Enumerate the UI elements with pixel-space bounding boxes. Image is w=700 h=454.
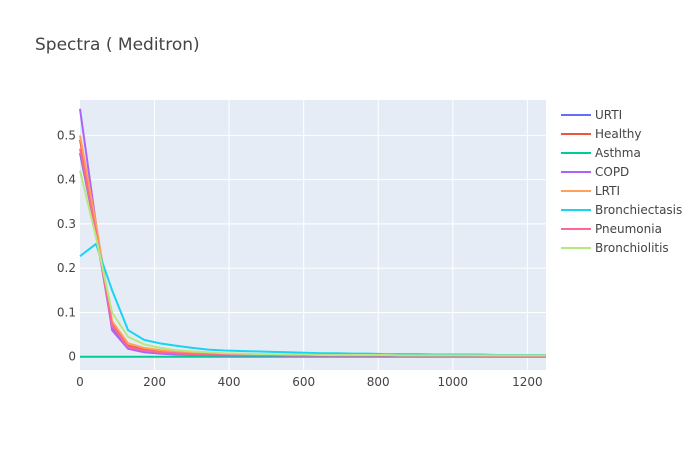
- legend-item-bronchiectasis[interactable]: Bronchiectasis: [561, 203, 682, 217]
- y-tick-label-0: 0: [68, 350, 76, 364]
- legend-label[interactable]: URTI: [595, 108, 622, 122]
- y-tick-label-3: 0.3: [57, 217, 76, 231]
- y-tick-label-1: 0.1: [57, 305, 76, 319]
- legend-label[interactable]: Asthma: [595, 146, 641, 160]
- legend-item-urti[interactable]: URTI: [561, 108, 622, 122]
- x-tick-label-4: 800: [367, 375, 390, 389]
- y-tick-label-4: 0.4: [57, 173, 76, 187]
- x-tick-label-2: 400: [218, 375, 241, 389]
- legend-item-copd[interactable]: COPD: [561, 165, 629, 179]
- chart-title: Spectra ( Meditron): [35, 35, 200, 55]
- x-tick-label-1: 200: [143, 375, 166, 389]
- legend[interactable]: URTI Healthy Asthma COPD LRTI Bronchiectasis P…: [561, 108, 682, 255]
- legend-label[interactable]: Healthy: [595, 127, 642, 141]
- legend-label[interactable]: COPD: [595, 165, 629, 179]
- y-axis: 0 0.1 0.2 0.3 0.4 0.5: [57, 128, 76, 363]
- x-tick-label-3: 600: [292, 375, 315, 389]
- y-tick-label-5: 0.5: [57, 128, 76, 142]
- x-tick-label-5: 1000: [438, 375, 469, 389]
- y-tick-label-2: 0.2: [57, 261, 76, 275]
- legend-label[interactable]: Bronchiectasis: [595, 203, 682, 217]
- legend-label[interactable]: Bronchiolitis: [595, 241, 669, 255]
- x-axis: 0 200 400 600 800 1000 1200: [76, 375, 542, 389]
- legend-item-pneumonia[interactable]: Pneumonia: [561, 222, 662, 236]
- x-tick-label-6: 1200: [512, 375, 543, 389]
- legend-label[interactable]: Pneumonia: [595, 222, 662, 236]
- x-tick-label-0: 0: [76, 375, 84, 389]
- plot-background: [80, 100, 546, 370]
- legend-item-asthma[interactable]: Asthma: [561, 146, 641, 160]
- legend-label[interactable]: LRTI: [595, 184, 620, 198]
- grid-lines: [80, 100, 546, 370]
- legend-item-lrti[interactable]: LRTI: [561, 184, 620, 198]
- legend-item-healthy[interactable]: Healthy: [561, 127, 642, 141]
- legend-item-bronchiolitis[interactable]: Bronchiolitis: [561, 241, 669, 255]
- series-line-bronchiolitis: [79, 170, 546, 357]
- series-lines: [79, 108, 546, 358]
